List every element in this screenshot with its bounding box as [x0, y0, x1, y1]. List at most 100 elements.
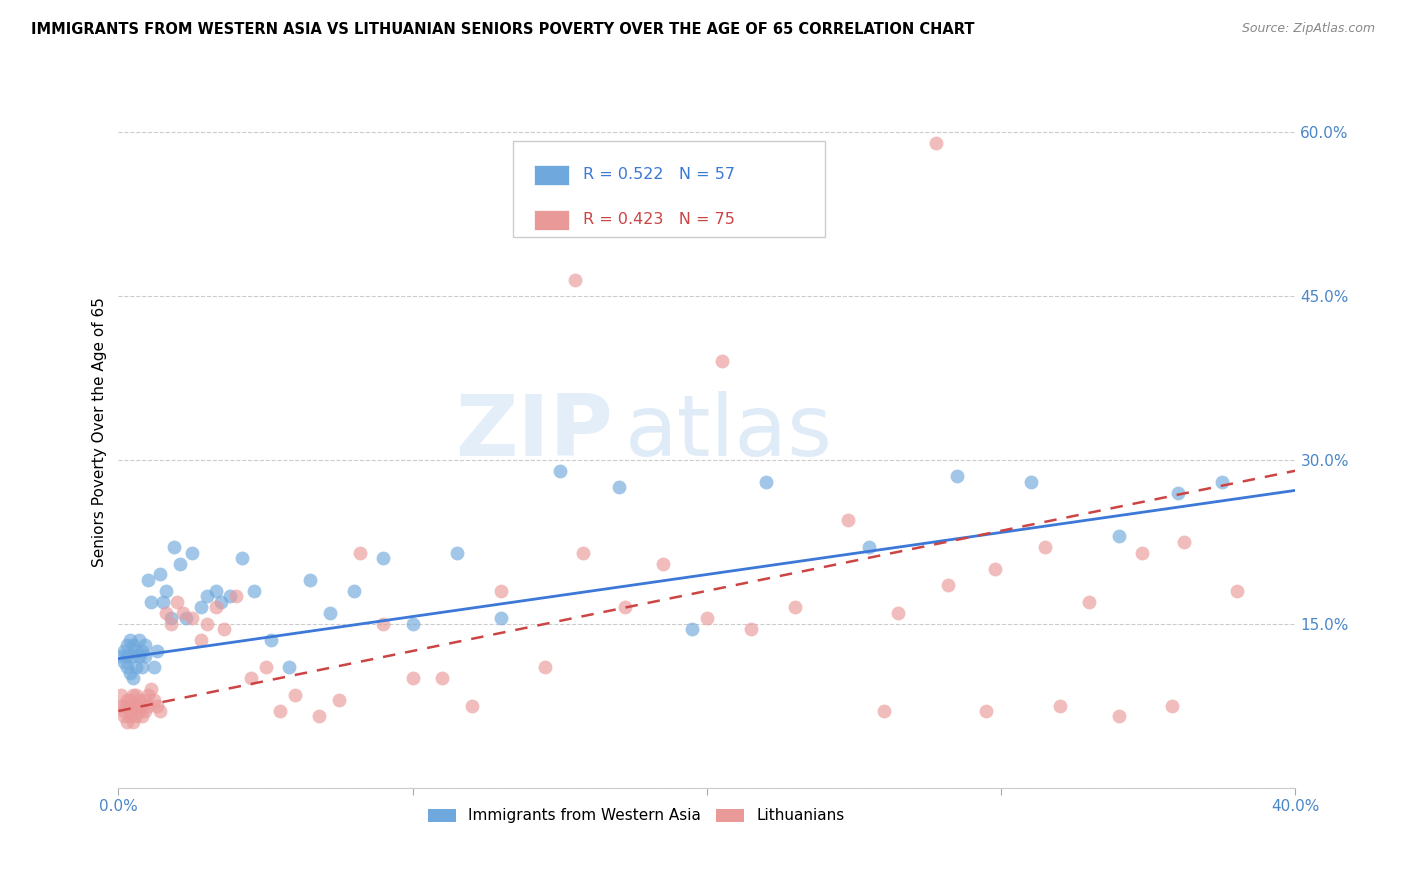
Point: [976, 704, 998, 718]
Point: [160, 616, 183, 631]
Point: [134, 649, 156, 664]
Point: [110, 688, 132, 702]
Point: [134, 704, 156, 718]
Point: [125, 709, 148, 723]
Point: [174, 611, 197, 625]
Point: [166, 595, 188, 609]
Point: [142, 693, 165, 707]
Point: [122, 639, 145, 653]
FancyBboxPatch shape: [534, 210, 569, 230]
Point: [152, 595, 174, 609]
FancyBboxPatch shape: [513, 141, 825, 237]
Point: [117, 714, 139, 729]
Point: [1226, 583, 1249, 598]
Point: [681, 622, 703, 636]
Point: [204, 583, 226, 598]
Point: [243, 583, 266, 598]
Point: [349, 546, 371, 560]
Point: [110, 649, 132, 664]
Point: [145, 644, 167, 658]
Point: [548, 464, 571, 478]
Text: R = 0.522   N = 57: R = 0.522 N = 57: [583, 168, 735, 182]
Point: [120, 665, 142, 680]
Point: [155, 583, 177, 598]
Point: [613, 600, 636, 615]
Point: [120, 693, 142, 707]
Point: [872, 704, 894, 718]
Point: [284, 688, 307, 702]
Point: [260, 633, 283, 648]
Point: [219, 590, 242, 604]
Point: [1173, 534, 1195, 549]
Point: [149, 567, 172, 582]
Text: Source: ZipAtlas.com: Source: ZipAtlas.com: [1241, 22, 1375, 36]
Point: [373, 616, 395, 631]
Point: [155, 606, 177, 620]
Point: [1132, 546, 1154, 560]
Point: [308, 709, 330, 723]
Point: [278, 660, 301, 674]
Point: [269, 704, 291, 718]
Point: [1160, 698, 1182, 713]
Point: [134, 639, 156, 653]
Point: [169, 557, 191, 571]
Point: [125, 688, 148, 702]
Point: [446, 546, 468, 560]
Point: [1019, 475, 1042, 489]
Point: [112, 698, 135, 713]
Point: [190, 600, 212, 615]
Point: [190, 633, 212, 648]
Point: [122, 649, 145, 664]
Point: [402, 671, 425, 685]
Point: [696, 611, 718, 625]
Point: [125, 660, 148, 674]
Point: [128, 704, 150, 718]
Point: [887, 606, 910, 620]
Point: [1167, 485, 1189, 500]
Point: [204, 600, 226, 615]
Point: [984, 562, 1007, 576]
Point: [564, 272, 586, 286]
Point: [225, 590, 247, 604]
Point: [319, 606, 342, 620]
Point: [120, 704, 142, 718]
Point: [710, 354, 733, 368]
Point: [1078, 595, 1101, 609]
Point: [139, 595, 162, 609]
Point: [651, 557, 673, 571]
Point: [136, 698, 159, 713]
Y-axis label: Seniors Poverty Over the Age of 65: Seniors Poverty Over the Age of 65: [93, 298, 107, 567]
Point: [131, 709, 153, 723]
Point: [117, 693, 139, 707]
Point: [607, 480, 630, 494]
Point: [136, 688, 159, 702]
Point: [181, 546, 204, 560]
Point: [936, 578, 959, 592]
Text: atlas: atlas: [624, 391, 832, 474]
Text: R = 0.423   N = 75: R = 0.423 N = 75: [583, 212, 735, 227]
Point: [254, 660, 277, 674]
Point: [946, 469, 969, 483]
Point: [122, 698, 145, 713]
Point: [231, 551, 253, 566]
Point: [134, 693, 156, 707]
Point: [131, 660, 153, 674]
Point: [195, 590, 218, 604]
Point: [1033, 540, 1056, 554]
Point: [373, 551, 395, 566]
Point: [534, 660, 557, 674]
Point: [122, 688, 145, 702]
Point: [195, 616, 218, 631]
Point: [343, 583, 366, 598]
Point: [858, 540, 880, 554]
Point: [740, 622, 762, 636]
Point: [460, 698, 482, 713]
Point: [785, 600, 807, 615]
Text: ZIP: ZIP: [456, 391, 613, 474]
Point: [112, 709, 135, 723]
Point: [755, 475, 778, 489]
Point: [489, 583, 512, 598]
Point: [117, 649, 139, 664]
Point: [142, 660, 165, 674]
Point: [125, 698, 148, 713]
